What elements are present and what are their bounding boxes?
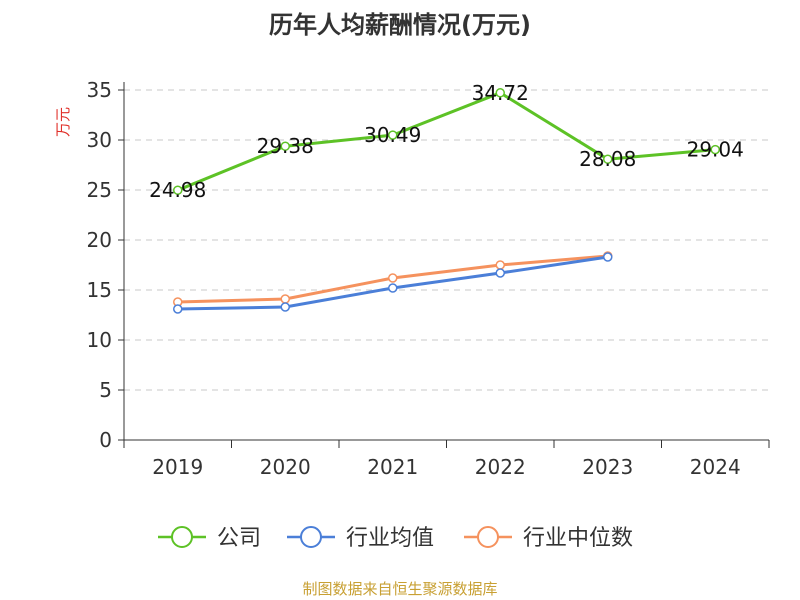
data-point-2-3 bbox=[495, 260, 505, 270]
data-label-0-4: 28.08 bbox=[579, 147, 636, 171]
data-point-0-0 bbox=[173, 185, 183, 195]
y-tick-label-25: 25 bbox=[87, 178, 112, 202]
x-tick-label-2019: 2019 bbox=[152, 455, 203, 479]
y-tick-label-5: 5 bbox=[99, 378, 112, 402]
x-tick-label-2023: 2023 bbox=[582, 455, 633, 479]
data-point-0-1 bbox=[280, 141, 290, 151]
data-point-0-2 bbox=[388, 130, 398, 140]
data-point-1-2 bbox=[388, 283, 398, 293]
data-point-0-4 bbox=[603, 154, 613, 164]
series-2 bbox=[173, 251, 613, 307]
grid bbox=[124, 89, 769, 391]
y-axis-label: 万元 bbox=[54, 107, 72, 137]
y-tick-label-20: 20 bbox=[87, 228, 112, 252]
data-point-1-4 bbox=[603, 252, 613, 262]
data-point-1-1 bbox=[280, 302, 290, 312]
data-point-0-5 bbox=[710, 144, 720, 155]
axes: 0 5 10 15 20 25 30 35 2019 2020 2021 2022 2023 2024 bbox=[87, 78, 770, 479]
legend-item-2[interactable]: 行业中位数 bbox=[464, 526, 633, 551]
legend-label-0: 公司 bbox=[217, 526, 261, 551]
data-label-0-1: 29.38 bbox=[257, 134, 314, 158]
x-tick-label-2020: 2020 bbox=[260, 455, 311, 479]
data-label-0-3: 34.72 bbox=[472, 81, 529, 105]
x-tick-label-2022: 2022 bbox=[475, 455, 526, 479]
data-point-1-3 bbox=[495, 268, 505, 278]
y-tick-label-35: 35 bbox=[87, 78, 112, 102]
legend[interactable]: 公司 行业均值 行业中位数 bbox=[158, 526, 633, 551]
legend-item-0[interactable]: 公司 bbox=[158, 526, 261, 551]
y-tick-label-15: 15 bbox=[87, 278, 112, 302]
legend-swatch-marker-2 bbox=[477, 526, 499, 548]
series-line-0 bbox=[177, 91, 716, 192]
series-1 bbox=[173, 252, 613, 314]
series-0 bbox=[173, 88, 720, 195]
data-point-2-2 bbox=[388, 273, 398, 283]
data-point-2-1 bbox=[280, 294, 290, 304]
x-tick-label-2021: 2021 bbox=[367, 455, 418, 479]
data-label-0-0: 24.98 bbox=[149, 178, 206, 202]
legend-swatch-marker-1 bbox=[300, 526, 322, 548]
legend-swatch-marker-0 bbox=[171, 526, 193, 548]
legend-label-2: 行业中位数 bbox=[523, 526, 633, 551]
chart-title: 历年人均薪酬情况(万元) bbox=[269, 11, 531, 39]
data-label-0-5: 29.04 bbox=[687, 138, 744, 162]
data-label-0-2: 30.49 bbox=[364, 123, 421, 147]
legend-item-1[interactable]: 行业均值 bbox=[287, 526, 434, 551]
y-tick-label-30: 30 bbox=[87, 128, 112, 152]
data-labels: 24.98 29.38 30.49 34.72 28.08 29.04 bbox=[149, 81, 744, 202]
y-tick-label-0: 0 bbox=[99, 428, 112, 452]
x-tick-label-2024: 2024 bbox=[690, 455, 741, 479]
data-point-1-0 bbox=[173, 304, 183, 314]
source-note: 制图数据来自恒生聚源数据库 bbox=[302, 580, 497, 598]
y-tick-label-10: 10 bbox=[87, 328, 112, 352]
legend-label-1: 行业均值 bbox=[346, 526, 434, 551]
series bbox=[173, 88, 720, 314]
data-point-0-3 bbox=[495, 88, 505, 98]
